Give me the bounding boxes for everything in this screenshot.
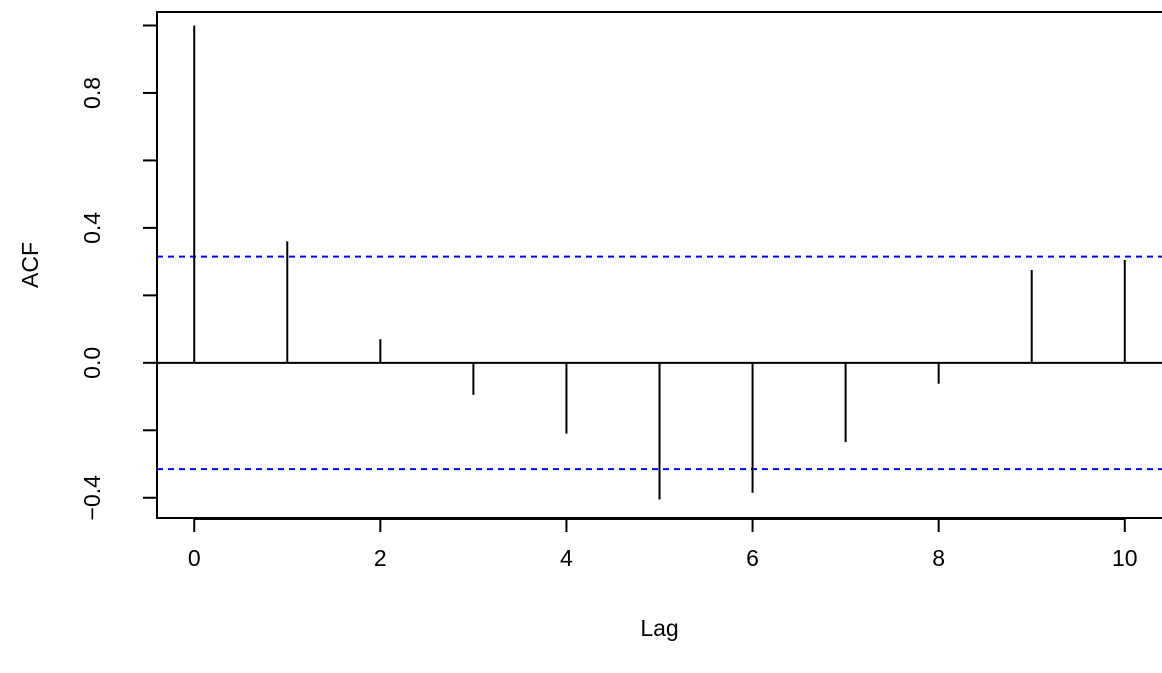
y-tick-label: −0.4 [79,475,105,521]
y-tick-label: 0.0 [79,347,105,379]
axes: 0 2 4 6 8 10 −0.4 0.0 0.4 0.8 [79,11,1162,571]
x-tick-label: 8 [932,545,945,571]
x-tick-label: 4 [560,545,573,571]
y-tick-label: 0.4 [79,212,105,244]
x-tick-label: 6 [746,545,759,571]
x-tick-label: 2 [374,545,387,571]
y-axis-title: ACF [17,242,43,288]
x-tick-label: 10 [1112,545,1138,571]
y-tick-label: 0.8 [79,77,105,109]
x-axis-title: Lag [640,615,678,641]
x-tick-label: 0 [188,545,201,571]
plot-area [157,25,1162,500]
